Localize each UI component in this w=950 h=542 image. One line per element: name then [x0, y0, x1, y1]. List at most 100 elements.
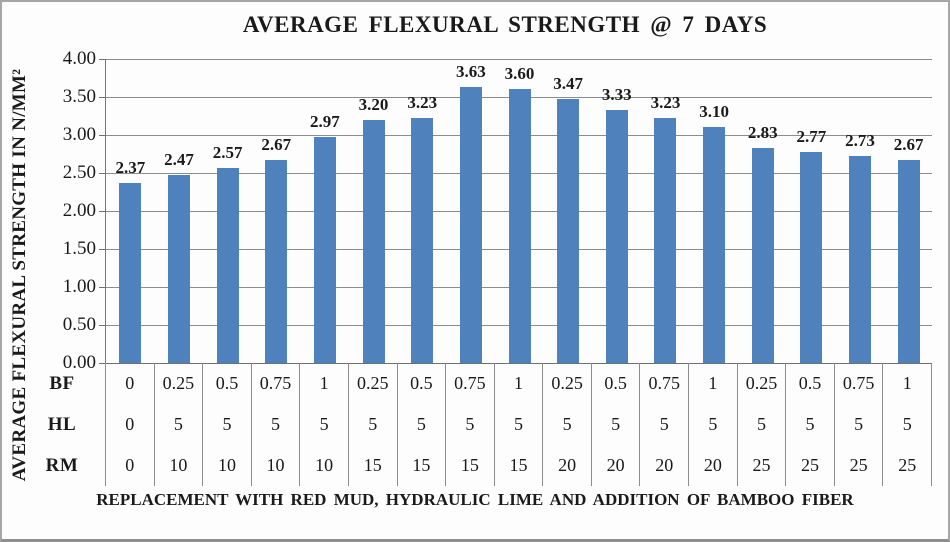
category-table-cell: 0.25	[543, 363, 592, 404]
bar-value-label: 3.33	[601, 84, 632, 104]
y-axis-tick-label: 3.00	[62, 124, 96, 145]
category-table-cell: 5	[446, 404, 495, 445]
category-table-cell: 0.75	[252, 363, 301, 404]
category-table-cell: 5	[592, 404, 641, 445]
category-table-cell: 0.75	[446, 363, 495, 404]
category-table-cell: 15	[495, 445, 544, 486]
y-axis-tick-mark	[99, 363, 106, 364]
category-table-cell: 5	[398, 404, 447, 445]
bar-value-label: 2.37	[115, 157, 146, 177]
bar	[751, 147, 774, 363]
row-label-hl: HL	[47, 413, 77, 435]
bar-value-label: 3.23	[650, 92, 681, 112]
y-axis-tick-label: 2.00	[62, 200, 96, 221]
bar-value-label: 3.23	[407, 92, 438, 112]
category-table-cell: 5	[495, 404, 544, 445]
category-table-cell: 0.75	[835, 363, 884, 404]
y-axis-tick-label: 2.50	[62, 162, 96, 183]
category-table-cell: 0.25	[155, 363, 204, 404]
category-table-cell: 0.5	[203, 363, 252, 404]
category-table-cell: 10	[203, 445, 252, 486]
category-table-cell: 5	[252, 404, 301, 445]
category-table-cell: 5	[543, 404, 592, 445]
category-table-cell: 0.75	[640, 363, 690, 404]
category-table-cell: 10	[300, 445, 349, 486]
category-table-cell: 10	[155, 445, 204, 486]
category-table-cell: 25	[835, 445, 884, 486]
category-table-cell: 0.25	[738, 363, 787, 404]
bar-value-label: 2.67	[893, 135, 924, 155]
x-axis-title: REPLACEMENT WITH RED MUD, HYDRAULIC LIME…	[96, 490, 854, 509]
category-table-cell: 20	[689, 445, 738, 486]
bar-value-label: 2.47	[164, 150, 194, 170]
bar	[654, 117, 677, 363]
y-axis-tick-label: 4.00	[62, 48, 96, 69]
bar	[849, 155, 872, 363]
category-table-cell: 1	[495, 363, 544, 404]
category-table-cell: 10	[252, 445, 301, 486]
y-axis-tick-label: 3.50	[62, 86, 96, 107]
y-axis-tick-label: 0.00	[62, 352, 96, 373]
y-axis-tick-mark	[99, 59, 106, 60]
chart-title: AVERAGE FLEXURAL STRENGTH @ 7 DAYS	[242, 12, 768, 37]
y-axis-tick-label: 1.50	[62, 238, 96, 259]
category-table: 0 0.25 0.5 0.75 1 0.25 0.5 0.75 1 0.25 0.5 0.75 1 0.2…	[105, 363, 932, 486]
bar-value-label: 2.67	[261, 135, 292, 155]
category-table-cell: 0.5	[398, 363, 447, 404]
category-table-cell: 5	[155, 404, 204, 445]
x-axis-line	[100, 363, 932, 364]
bar	[167, 175, 190, 363]
bar-value-label: 3.20	[358, 94, 389, 114]
category-table-cell: 25	[883, 445, 932, 486]
y-axis-tick-mark	[99, 97, 106, 98]
category-table-cell: 0	[106, 404, 155, 445]
bar	[508, 89, 531, 363]
y-axis-tick-labels: 4.00 3.50 3.00 2.50 2.00 1.50 1.00 0.50 0.00	[30, 2, 96, 402]
bar	[897, 160, 920, 363]
bar	[265, 160, 288, 363]
y-axis-tick-mark	[99, 325, 106, 326]
category-table-cell: 5	[738, 404, 787, 445]
bar	[557, 99, 580, 363]
bar	[703, 127, 726, 363]
category-table-cell: 5	[883, 404, 932, 445]
category-table-cell: 15	[349, 445, 398, 486]
category-table-cell: 5	[300, 404, 349, 445]
category-table-cell: 25	[738, 445, 787, 486]
category-table-cell: 1	[883, 363, 932, 404]
bar-value-label: 2.77	[796, 127, 827, 147]
category-table-cell: 15	[398, 445, 447, 486]
y-axis-tick-label: 1.00	[62, 276, 96, 297]
y-axis-tick-mark	[99, 211, 106, 212]
category-table-cell: 0.5	[592, 363, 641, 404]
bar	[313, 137, 336, 363]
y-axis-tick-label: 0.50	[62, 314, 96, 335]
category-table-row-labels: BF HL RM	[26, 363, 98, 486]
y-axis-tick-mark	[99, 287, 106, 288]
category-table-cell: 5	[689, 404, 738, 445]
category-table-cell: 15	[446, 445, 495, 486]
bar-value-label: 2.97	[310, 112, 340, 132]
category-table-cell: 1	[689, 363, 738, 404]
category-table-cell: 0	[106, 445, 155, 486]
category-table-cell: 5	[835, 404, 884, 445]
bar	[459, 87, 482, 363]
category-table-cell: 25	[786, 445, 835, 486]
category-table-cell: 5	[786, 404, 835, 445]
bar	[362, 119, 385, 363]
bar-value-label: 2.57	[212, 142, 243, 162]
category-table-cell: 20	[592, 445, 641, 486]
category-table-cell: 0	[106, 363, 155, 404]
category-table-cell: 1	[300, 363, 349, 404]
bar-value-label: 3.10	[699, 102, 729, 122]
bar	[216, 167, 239, 363]
category-table-cell: 5	[203, 404, 252, 445]
bar	[119, 182, 142, 363]
bar	[605, 109, 628, 363]
row-label-rm: RM	[45, 454, 79, 476]
category-table-cell: 5	[349, 404, 398, 445]
bar-value-label: 2.83	[747, 122, 778, 142]
bar-value-label: 2.73	[845, 130, 875, 150]
bar-value-label: 3.47	[553, 74, 584, 94]
